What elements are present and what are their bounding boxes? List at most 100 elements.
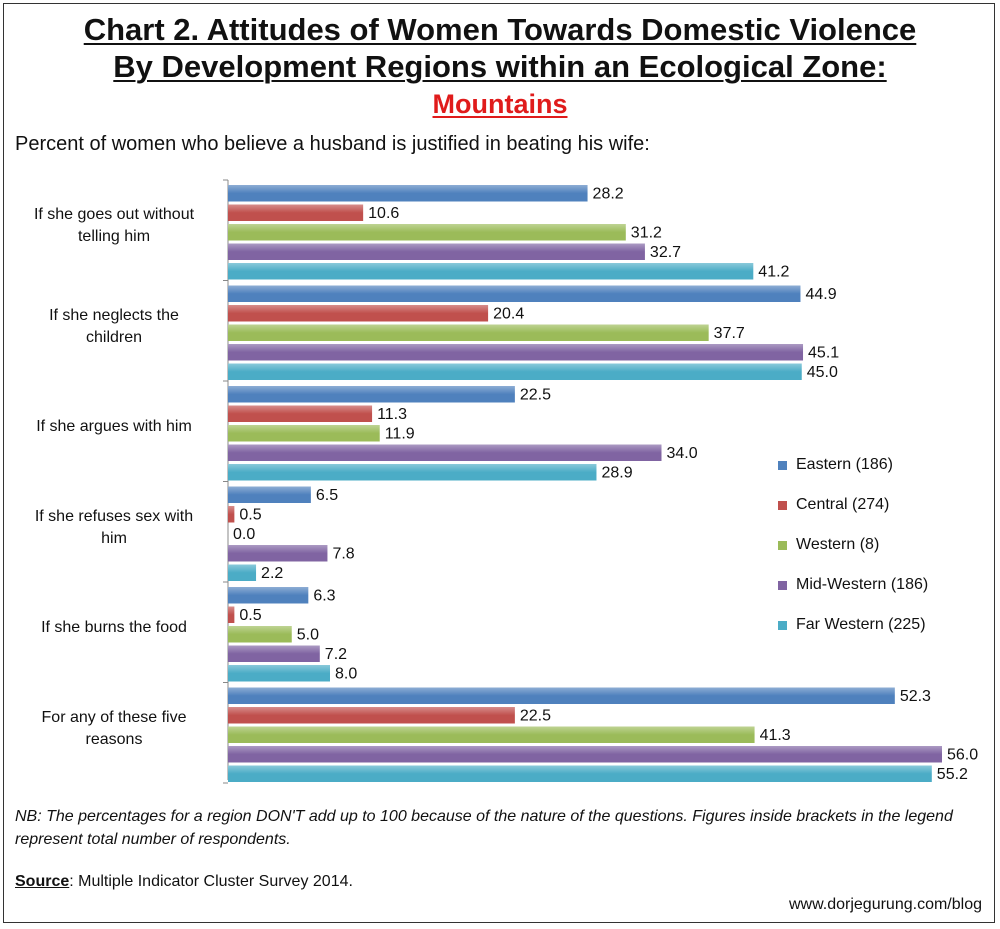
legend-swatch bbox=[778, 500, 787, 510]
data-label: 7.2 bbox=[325, 646, 347, 663]
data-label: 45.1 bbox=[808, 345, 839, 362]
bar bbox=[228, 665, 330, 682]
legend-label: Western (8) bbox=[796, 536, 880, 553]
bar bbox=[228, 587, 309, 604]
source-label: Source bbox=[15, 873, 70, 890]
bar bbox=[228, 243, 645, 260]
legend-label: Far Western (225) bbox=[796, 616, 926, 633]
bar bbox=[228, 626, 292, 643]
data-label: 41.3 bbox=[760, 727, 791, 744]
bar bbox=[228, 506, 235, 523]
data-label: 7.8 bbox=[332, 546, 354, 563]
data-label: 52.3 bbox=[900, 688, 931, 705]
chart-frame bbox=[3, 3, 995, 923]
bar bbox=[228, 545, 328, 562]
chart-subtitle: Percent of women who believe a husband i… bbox=[15, 133, 650, 155]
bar bbox=[228, 204, 364, 221]
data-label: 0.5 bbox=[239, 607, 261, 624]
legend-swatch bbox=[778, 580, 787, 590]
data-label: 31.2 bbox=[631, 225, 662, 242]
legend-item: Eastern (186) bbox=[778, 445, 928, 485]
data-label: 41.2 bbox=[758, 264, 789, 281]
category-label-line: him bbox=[101, 529, 127, 547]
category-label-line: If she goes out without bbox=[33, 206, 195, 224]
data-label: 28.9 bbox=[601, 465, 632, 482]
bar bbox=[228, 606, 235, 623]
data-label: 8.0 bbox=[335, 666, 357, 683]
bar bbox=[228, 746, 942, 763]
legend-swatch bbox=[778, 620, 787, 630]
data-label: 6.3 bbox=[313, 588, 335, 605]
category-label-line: If she argues with him bbox=[36, 418, 192, 436]
data-label: 0.5 bbox=[239, 507, 261, 524]
data-label: 34.0 bbox=[667, 445, 698, 462]
legend-item: Central (274) bbox=[778, 485, 928, 525]
bar bbox=[228, 707, 515, 724]
bar bbox=[228, 185, 588, 202]
legend-item: Mid-Western (186) bbox=[778, 565, 928, 605]
data-label: 2.2 bbox=[261, 565, 283, 582]
category-label: If she argues with him bbox=[14, 416, 214, 438]
data-label: 5.0 bbox=[297, 627, 319, 644]
data-label: 28.2 bbox=[593, 186, 624, 203]
data-label: 32.7 bbox=[650, 244, 681, 261]
category-label-line: children bbox=[85, 328, 143, 346]
legend-swatch bbox=[778, 460, 787, 470]
data-label: 44.9 bbox=[805, 286, 836, 303]
data-label: 45.0 bbox=[807, 364, 838, 381]
data-label: 56.0 bbox=[947, 747, 978, 764]
chart-title-line-3: Mountains bbox=[432, 89, 568, 119]
legend-item: Western (8) bbox=[778, 525, 928, 565]
legend-label: Central (274) bbox=[796, 496, 890, 513]
bar bbox=[228, 564, 257, 581]
chart-title-line-1: Chart 2. Attitudes of Women Towards Dome… bbox=[83, 12, 917, 47]
chart-legend: Eastern (186) Central (274) Western (8) Mid… bbox=[778, 445, 928, 645]
bar bbox=[228, 363, 802, 380]
category-label: If she neglects the children bbox=[14, 305, 214, 349]
category-label-line: reasons bbox=[85, 730, 143, 748]
data-label: 22.5 bbox=[520, 708, 551, 725]
category-label-line: If she burns the food bbox=[41, 619, 187, 637]
category-label: If she burns the food bbox=[14, 617, 214, 639]
bar bbox=[228, 305, 489, 322]
bar bbox=[228, 285, 801, 302]
legend-label: Eastern (186) bbox=[796, 456, 893, 473]
bar bbox=[228, 444, 662, 461]
bar bbox=[228, 425, 380, 442]
bar bbox=[228, 765, 932, 782]
legend-item: Far Western (225) bbox=[778, 605, 928, 645]
data-label: 55.2 bbox=[937, 766, 968, 783]
category-label: If she goes out without telling him bbox=[14, 204, 214, 248]
category-label-line: If she refuses sex with bbox=[34, 507, 194, 525]
category-label-line: For any of these five bbox=[41, 708, 187, 726]
data-label: 6.5 bbox=[316, 487, 338, 504]
bar bbox=[228, 687, 895, 704]
bar bbox=[228, 324, 709, 341]
data-label: 10.6 bbox=[368, 205, 399, 222]
bar bbox=[228, 486, 311, 503]
category-label-line: If she neglects the bbox=[49, 306, 179, 324]
source-text: : Multiple Indicator Cluster Survey 2014… bbox=[69, 873, 353, 890]
data-label: 20.4 bbox=[493, 306, 524, 323]
data-label: 0.0 bbox=[233, 526, 255, 543]
chart-title-line-2: By Development Regions within an Ecologi… bbox=[113, 49, 887, 84]
data-label: 37.7 bbox=[714, 325, 745, 342]
data-label: 11.9 bbox=[385, 426, 415, 443]
legend-swatch bbox=[778, 540, 787, 550]
footnote: NB: The percentages for a region DON'T a… bbox=[15, 808, 953, 848]
bar bbox=[228, 726, 755, 743]
bar bbox=[228, 344, 804, 361]
website-link[interactable]: www.dorjegurung.com/blog bbox=[789, 896, 982, 913]
bar bbox=[228, 263, 754, 280]
category-label: For any of these five reasons bbox=[14, 707, 214, 751]
data-label: 11.3 bbox=[377, 406, 407, 423]
category-label: If she refuses sex with him bbox=[14, 506, 214, 550]
bar bbox=[228, 405, 373, 422]
bar bbox=[228, 386, 515, 403]
source-line: Source: Multiple Indicator Cluster Surve… bbox=[15, 873, 353, 891]
bar bbox=[228, 464, 597, 481]
category-label-line: telling him bbox=[77, 228, 151, 246]
bar bbox=[228, 645, 320, 662]
data-label: 22.5 bbox=[520, 387, 551, 404]
